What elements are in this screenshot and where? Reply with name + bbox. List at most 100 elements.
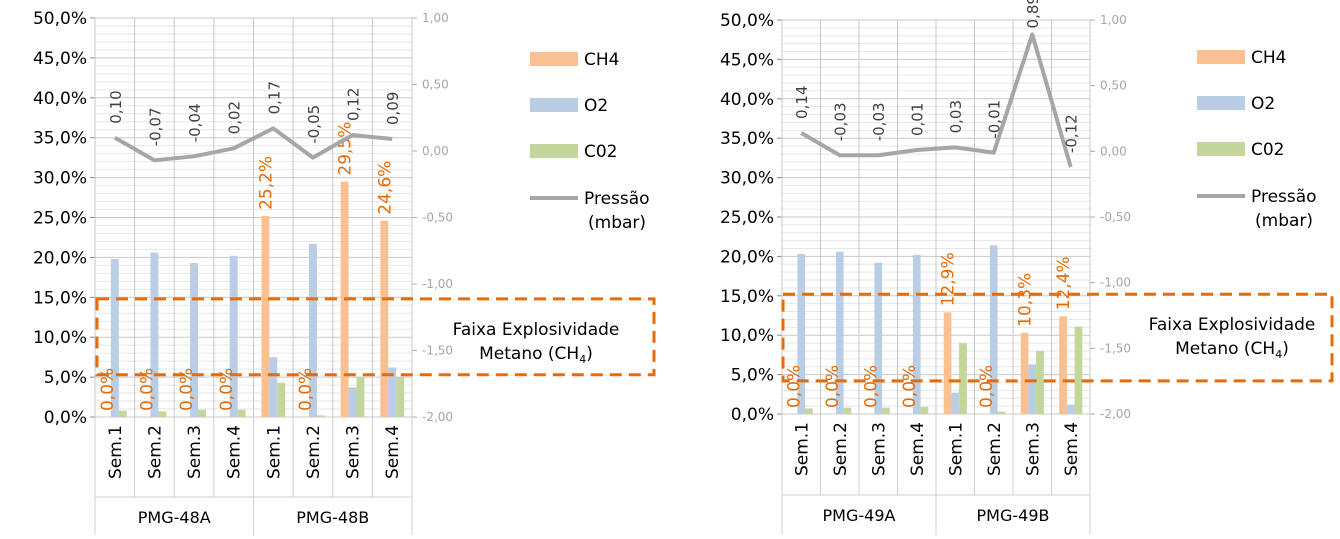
group-label: PMG-49A [823,506,896,525]
bar-o2-5 [951,392,960,414]
left-axis-tick-label: 50,0% [33,9,87,29]
pressure-line [800,32,1073,168]
ch4-data-label: 0,0% [177,368,197,411]
right-axis-tick-label: 0,00 [1100,144,1127,158]
pressure-data-label: -0,12 [1063,114,1081,153]
panel-divider [668,0,672,535]
bar-o2-3 [874,262,883,414]
ch4-data-label: 0,0% [977,365,997,408]
pressure-data-label: -0,05 [305,105,323,144]
ch4-data-label: 12,4% [1054,256,1074,310]
legend-label-pressure-unit: (mbar) [1255,211,1313,231]
ch4-data-label: 0,0% [862,365,882,408]
pressure-data-label: 0,01 [909,103,927,136]
legend-swatch-ch4 [1197,50,1245,64]
ch4-data-label: 24,6% [375,161,395,215]
legend-swatch-o2 [530,98,578,112]
bar-ch4-7 [1020,332,1029,414]
explosivity-band-box [781,292,1334,383]
left-axis-tick-label: 50,0% [720,11,774,31]
left-axis-tick-label: 35,0% [720,129,774,149]
chart-pmg48-svg: 0,0%5,0%10,0%15,0%20,0%25,0%30,0%35,0%40… [33,9,656,535]
bar-c02-4 [237,409,246,417]
group-label: PMG-48B [296,508,369,527]
bar-o2-1 [797,254,806,414]
category-label: Sem.2 [304,425,324,479]
left-axis-tick-label: 20,0% [720,247,774,267]
bar-c02-8 [396,377,405,417]
pressure-data-label: 0,09 [384,92,402,125]
bar-o2-4 [229,255,238,417]
bar-o2-4 [912,254,921,414]
bar-c02-3 [198,409,206,417]
left-axis-tick-label: 30,0% [33,169,87,189]
bar-o2-5 [269,357,278,417]
category-label: Sem.4 [1062,422,1082,476]
category-label: Sem.1 [264,425,284,479]
legend-swatch-c02 [1197,142,1245,156]
pressure-data-label: 0,89 [1024,0,1042,28]
bar-c02-5 [959,343,967,414]
right-axis-tick-label: 0,50 [422,78,449,92]
category-label: Sem.3 [344,425,364,479]
chart-pmg49-svg: 0,0%5,0%10,0%15,0%20,0%25,0%30,0%35,0%40… [720,0,1334,535]
pressure-data-label: 0,03 [947,100,965,133]
category-label: Sem.2 [145,425,165,479]
ch4-data-label: 0,0% [217,368,237,411]
bar-o2-2 [835,251,844,414]
category-label: Sem.2 [985,422,1005,476]
left-axis-tick-label: 25,0% [720,208,774,228]
bar-o2-8 [388,367,397,417]
bar-c02-6 [316,415,325,417]
legend-swatch-o2 [1197,96,1245,110]
pressure-data-label: 0,17 [265,81,283,114]
pressure-data-label: -0,03 [870,102,888,141]
pressure-data-label: 0,02 [226,101,244,134]
paren-close: ) [1282,339,1289,359]
pressure-data-label: -0,03 [832,102,850,141]
explosivity-band-label-line2: Metano (CH4) [1175,339,1289,361]
left-axis-tick-label: 10,0% [33,328,87,348]
left-axis-tick-label: 45,0% [720,50,774,70]
bar-ch4-8 [1059,316,1067,414]
bar-ch4-5 [261,215,270,417]
ch4-data-label: 29,5% [336,122,356,176]
explosivity-band-label-line2: Metano (CH4) [479,344,593,366]
category-label: Sem.2 [831,422,851,476]
right-axis-tick-label: 1,00 [422,11,449,25]
category-label: Sem.1 [106,425,126,479]
right-axis-tick-label: 0,00 [422,144,449,158]
bar-o2-1 [110,258,119,417]
bar-c02-4 [920,406,929,414]
right-axis-tick-label: -2,00 [1100,407,1131,421]
explosivity-band-box [95,297,656,377]
bar-ch4-8 [380,220,389,417]
right-axis-tick-label: -2,00 [422,410,453,424]
bar-o2-7 [348,387,357,417]
right-axis-tick-label: 1,00 [1100,13,1127,27]
left-axis-tick-label: 5,0% [731,366,774,386]
bar-o2-3 [190,262,199,417]
subscript-4: 4 [1275,348,1282,361]
ch4-data-label: 0,0% [900,365,920,408]
category-label: Sem.4 [225,425,245,479]
legend-label-o2: O2 [584,96,608,116]
category-label: Sem.3 [869,422,889,476]
ch4-data-label: 0,0% [296,368,316,411]
category-label: Sem.4 [908,422,928,476]
bar-c02-8 [1074,326,1083,414]
right-axis-tick-label: 0,50 [1100,79,1127,93]
legend-label-ch4: CH4 [584,50,619,70]
left-axis-tick-label: 15,0% [33,288,87,308]
subscript-4: 4 [579,353,586,366]
ch4-data-label: 0,0% [823,365,843,408]
bar-c02-2 [843,407,852,414]
legend-swatch-c02 [530,144,578,158]
legend-label-pressure: Pressão [1251,187,1317,207]
right-axis-tick-label: -1,00 [1100,276,1131,290]
pressure-line [113,126,393,163]
left-axis-tick-label: 35,0% [33,129,87,149]
bar-c02-1 [805,408,813,414]
right-axis-tick-label: -1,50 [1100,341,1131,355]
category-label: Sem.3 [185,425,205,479]
